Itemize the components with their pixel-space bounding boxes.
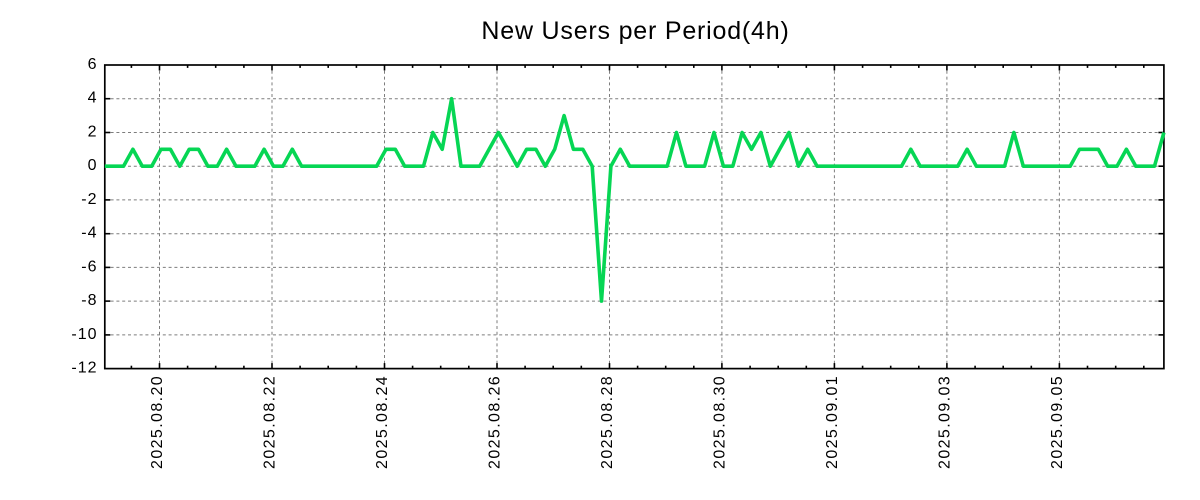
svg-text:2025.08.28: 2025.08.28 bbox=[599, 375, 616, 469]
svg-text:-8: -8 bbox=[81, 292, 97, 309]
svg-text:6: 6 bbox=[88, 56, 98, 73]
svg-text:2025.08.22: 2025.08.22 bbox=[261, 375, 278, 469]
svg-text:4: 4 bbox=[88, 90, 98, 107]
svg-text:2025.09.01: 2025.09.01 bbox=[824, 375, 841, 469]
svg-text:New Users per Period(4h): New Users per Period(4h) bbox=[481, 17, 789, 45]
svg-text:2025.08.30: 2025.08.30 bbox=[711, 375, 728, 469]
svg-text:2025.08.26: 2025.08.26 bbox=[486, 375, 503, 469]
svg-text:-4: -4 bbox=[81, 225, 97, 242]
svg-text:0: 0 bbox=[88, 157, 98, 174]
svg-text:-10: -10 bbox=[71, 326, 97, 343]
svg-text:-2: -2 bbox=[81, 191, 97, 208]
svg-text:2025.08.24: 2025.08.24 bbox=[374, 375, 391, 469]
svg-text:2: 2 bbox=[88, 124, 98, 141]
svg-text:2025.09.03: 2025.09.03 bbox=[936, 375, 953, 469]
svg-text:-6: -6 bbox=[81, 258, 97, 275]
svg-text:-12: -12 bbox=[71, 360, 97, 377]
svg-text:2025.09.05: 2025.09.05 bbox=[1049, 375, 1066, 469]
svg-text:2025.08.20: 2025.08.20 bbox=[149, 375, 166, 469]
